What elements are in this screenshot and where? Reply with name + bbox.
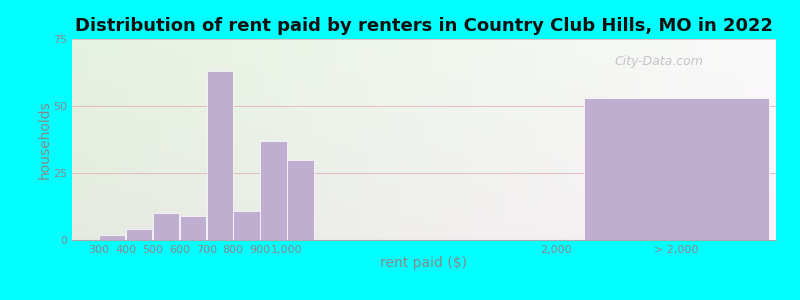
Bar xyxy=(287,160,314,240)
X-axis label: rent paid ($): rent paid ($) xyxy=(381,256,467,270)
Title: Distribution of rent paid by renters in Country Club Hills, MO in 2022: Distribution of rent paid by renters in … xyxy=(75,17,773,35)
Bar xyxy=(234,211,260,240)
Bar xyxy=(206,71,233,240)
Bar xyxy=(260,141,286,240)
Text: City-Data.com: City-Data.com xyxy=(614,55,703,68)
Bar xyxy=(126,229,152,240)
Bar xyxy=(153,213,179,240)
Bar xyxy=(585,98,769,240)
Bar xyxy=(99,235,126,240)
Y-axis label: households: households xyxy=(38,100,52,179)
Bar xyxy=(180,216,206,240)
